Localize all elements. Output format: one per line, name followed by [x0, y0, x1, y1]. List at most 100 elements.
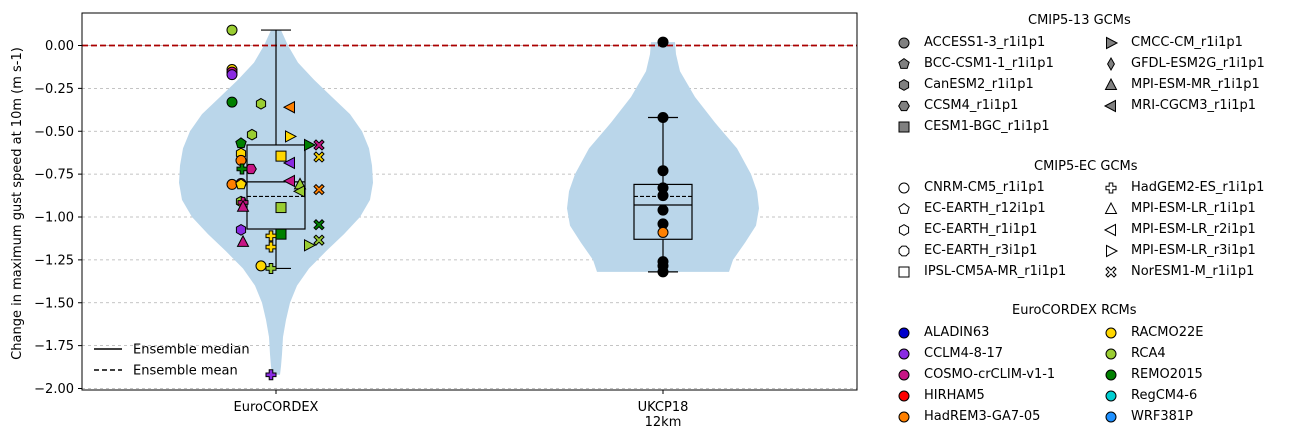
- legend-marker: [1104, 201, 1118, 214]
- legend-marker-icon: [1105, 327, 1117, 339]
- y-tick-label: −1.75: [34, 339, 74, 354]
- legend-marker: [1103, 223, 1116, 237]
- legend-marker: [898, 182, 910, 194]
- legend-title-rcm: EuroCORDEX RCMs: [1012, 303, 1137, 318]
- legend-marker-icon: [898, 79, 910, 91]
- legend-marker-icon: [1106, 244, 1119, 258]
- y-tick-label: −1.50: [34, 296, 74, 311]
- y-tick-label: −2.00: [34, 382, 74, 397]
- legend-marker: [898, 121, 910, 133]
- legend-item-label: BCC-CSM1-1_r1i1p1: [924, 56, 1054, 71]
- legend-item-label: COSMO-crCLIM-v1-1: [924, 367, 1056, 382]
- legend-marker-icon: [898, 182, 910, 194]
- legend-item-label: ALADIN63: [924, 325, 990, 340]
- legend-item-label: RegCM4-6: [1131, 388, 1198, 403]
- data-point: [282, 174, 295, 188]
- data-point: [255, 260, 267, 272]
- legend-marker: [898, 37, 910, 49]
- legend-marker: [898, 245, 910, 257]
- legend-marker-icon: [898, 224, 910, 236]
- legend-marker-icon: [898, 57, 910, 69]
- legend-marker-icon: [898, 202, 910, 214]
- legend-marker: [1105, 348, 1117, 360]
- data-point: [285, 130, 298, 143]
- x-tick-label: UKCP18: [638, 400, 689, 415]
- ensemble-legend-label: Ensemble median: [133, 343, 250, 358]
- data-point: [255, 97, 267, 110]
- legend-marker: [1105, 266, 1117, 278]
- legend-item-label: WRF381P: [1131, 409, 1194, 424]
- legend-marker-icon: [898, 121, 910, 133]
- data-point: [657, 226, 669, 238]
- axes-frame: [81, 12, 858, 391]
- data-point: [265, 369, 277, 381]
- legend-item-label: NorESM1-M_r1i1p1: [1131, 264, 1255, 279]
- data-point: [275, 150, 287, 162]
- legend-marker-icon: [1106, 36, 1119, 50]
- legend-marker: [1105, 327, 1117, 339]
- legend-marker-icon: [898, 369, 910, 381]
- data-point: [265, 241, 277, 253]
- y-gridlines: 0.00 −0.25 −0.50 −0.75 −1.00 −1.25 −1.50 −1.75 −…: [34, 39, 857, 397]
- data-point: [313, 183, 325, 196]
- y-tick-label: −0.50: [34, 125, 74, 140]
- x-tick-label: EuroCORDEX: [234, 400, 319, 415]
- legend-marker: [1105, 411, 1117, 423]
- legend-item-label: MPI-ESM-LR_r3i1p1: [1131, 243, 1256, 258]
- data-point: [265, 230, 277, 242]
- legend-marker-icon: [898, 327, 910, 339]
- legend-marker: [1106, 244, 1119, 258]
- legend-marker: [898, 369, 910, 381]
- legend-marker-icon: [1105, 411, 1117, 423]
- eurocordex-points: [226, 24, 325, 381]
- legend-item-label: RACMO22E: [1131, 325, 1204, 340]
- legend-marker: [1105, 369, 1117, 381]
- legend-item-label: EC-EARTH_r1i1p1: [924, 222, 1038, 237]
- legend-marker: [898, 57, 910, 69]
- legend-marker-icon: [898, 266, 910, 278]
- legend-marker: [898, 327, 910, 339]
- data-point: [282, 100, 295, 114]
- legend-marker: [898, 348, 910, 360]
- data-point: [235, 178, 247, 190]
- data-point: [657, 266, 669, 278]
- data-point: [657, 165, 669, 177]
- legend-marker: [898, 411, 910, 423]
- legend-item-label: HadREM3-GA7-05: [924, 409, 1041, 424]
- ukcp18-points: [657, 36, 669, 278]
- data-point: [236, 234, 250, 247]
- legend-marker-icon: [1105, 369, 1117, 381]
- legend-marker-icon: [1105, 182, 1117, 194]
- legend-marker: [1103, 99, 1116, 113]
- legend-marker: [898, 390, 910, 402]
- legend-item-label: GFDL-ESM2G_r1i1p1: [1131, 56, 1265, 71]
- data-point: [304, 138, 317, 152]
- legend-marker: [898, 202, 910, 214]
- data-point: [226, 178, 238, 190]
- legend-marker-icon: [898, 100, 910, 112]
- data-point: [226, 24, 238, 36]
- legend-item-label: EC-EARTH_r12i1p1: [924, 201, 1046, 216]
- legend-marker-icon: [1104, 77, 1118, 90]
- data-point: [226, 69, 238, 81]
- data-point: [313, 219, 325, 231]
- legend-marker-icon: [898, 348, 910, 360]
- y-tick-label: −0.75: [34, 168, 74, 183]
- x-tick-label: 12km: [645, 415, 682, 430]
- legend-marker: [898, 224, 910, 236]
- legend-marker: [1107, 56, 1115, 72]
- data-point: [313, 139, 325, 151]
- legend-marker-icon: [1107, 56, 1115, 72]
- data-point: [235, 137, 247, 149]
- legend-marker-icon: [898, 37, 910, 49]
- ensemble-legend: Ensemble median Ensemble mean: [94, 343, 250, 379]
- data-point: [282, 156, 295, 170]
- legend-marker-icon: [1105, 348, 1117, 360]
- legend-marker: [1105, 390, 1117, 402]
- legend-title-cmip5-ec: CMIP5-EC GCMs: [1034, 159, 1138, 174]
- data-point: [304, 238, 317, 252]
- legend-marker: [898, 79, 910, 91]
- legend-item-label: RCA4: [1131, 346, 1166, 361]
- legend-item-label: CCLM4-8-17: [924, 346, 1004, 361]
